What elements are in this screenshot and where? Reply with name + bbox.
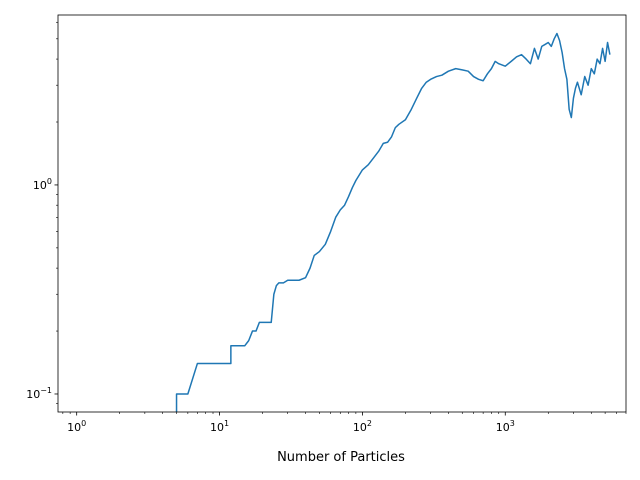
series-line-0 <box>175 32 611 412</box>
axes-frame <box>57 14 627 413</box>
x-axis-label: Number of Particles <box>277 450 405 465</box>
plot-area <box>175 32 611 412</box>
